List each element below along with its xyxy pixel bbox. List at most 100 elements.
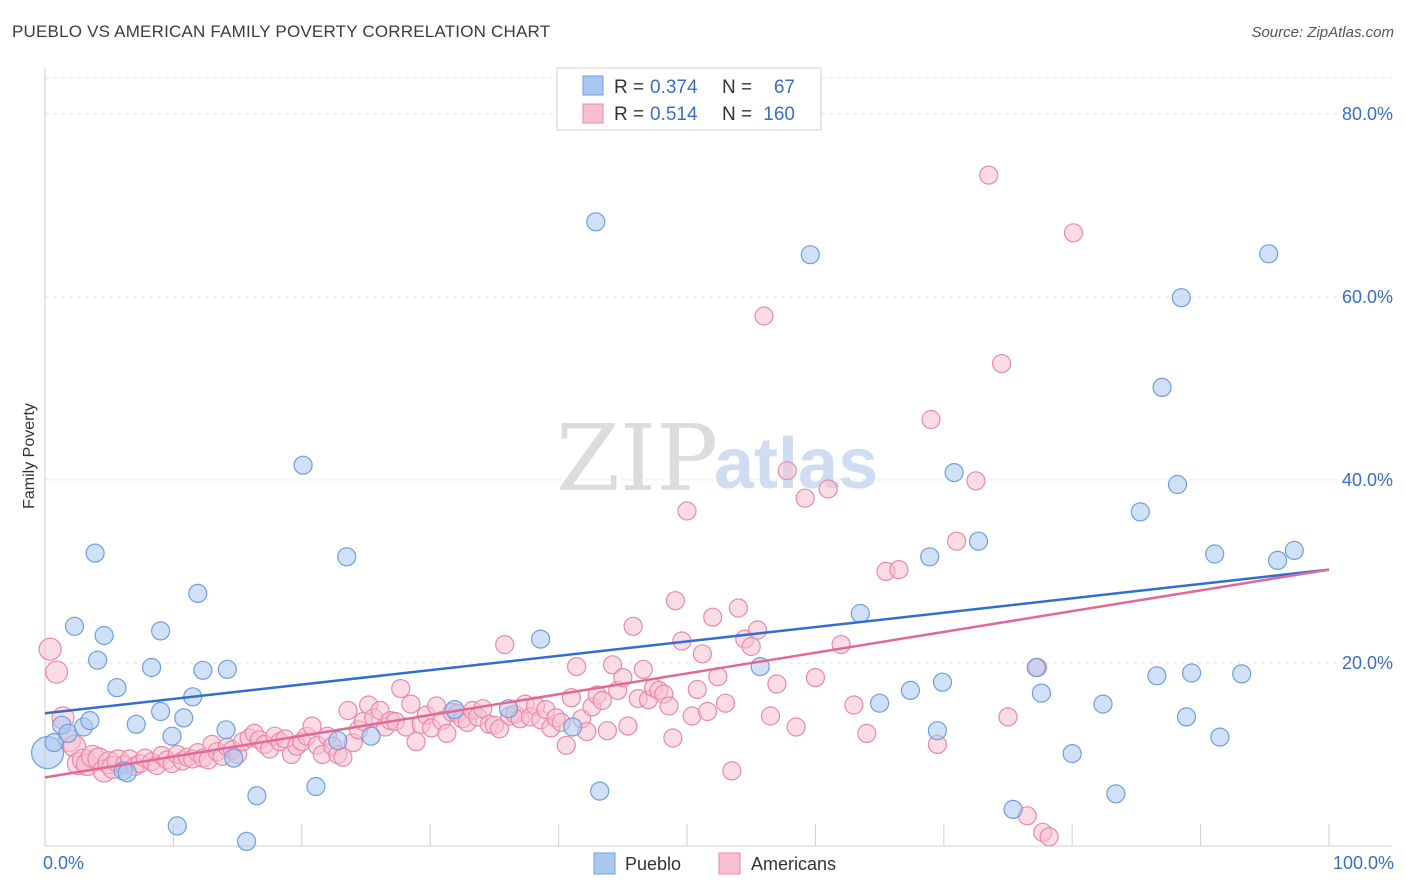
point-americans-139 [777,461,797,481]
point-americans-146 [857,723,877,744]
point-americans-107 [597,721,618,741]
point-americans-123 [677,501,697,521]
point-pueblo-25 [224,748,244,768]
point-americans-132 [728,598,749,618]
point-americans-148 [889,559,909,580]
point-americans-144 [831,634,851,655]
chart-title: PUEBLO VS AMERICAN FAMILY POVERTY CORREL… [12,22,551,41]
point-americans-152 [966,471,986,491]
bottom-legend-swatch-pueblo [593,852,616,875]
point-pueblo-35 [530,629,551,649]
point-pueblo-37 [586,212,606,232]
point-americans-0 [38,637,62,661]
y-tick-label-80: 80.0% [1342,104,1393,124]
point-pueblo-18 [167,816,187,836]
point-americans-137 [760,706,781,726]
watermark-zip: ZIP [556,405,718,512]
point-pueblo-41 [850,603,870,624]
point-americans-143 [818,479,838,499]
data-points [30,165,1304,852]
legend-n-value-pueblo: 67 [774,77,795,98]
point-americans-1 [44,660,69,684]
point-pueblo-4 [64,616,85,636]
point-americans-153 [979,165,999,185]
point-americans-108 [602,655,623,675]
legend-swatch-americans [582,103,604,124]
y-tick-label-60: 60.0% [1342,287,1393,307]
point-pueblo-44 [920,547,940,567]
point-americans-126 [692,644,713,664]
trend-line-americans [44,568,1330,779]
point-americans-149 [921,409,941,430]
point-pueblo-26 [237,831,257,852]
point-pueblo-56 [1147,666,1167,686]
point-pueblo-66 [1267,550,1288,571]
bottom-legend-swatch-americans [718,852,741,875]
point-americans-76 [437,723,457,744]
point-pueblo-40 [800,245,820,265]
point-americans-128 [703,607,723,627]
point-pueblo-31 [337,547,357,567]
legend-swatch-pueblo [582,75,604,96]
point-pueblo-38 [590,781,610,801]
point-pueblo-46 [932,672,953,692]
x-tick-label-max: 100.0% [1333,853,1394,873]
point-pueblo-61 [1181,663,1202,683]
point-americans-69 [401,694,421,714]
point-pueblo-54 [1106,784,1126,804]
source-credit: Source: ZipAtlas.com [1251,24,1394,41]
point-americans-155 [998,707,1018,727]
point-pueblo-30 [328,731,348,751]
point-pueblo-49 [1003,799,1023,820]
point-americans-141 [795,488,815,508]
point-americans-111 [618,716,638,736]
point-americans-114 [633,659,653,679]
point-pueblo-7 [85,543,105,563]
point-pueblo-22 [193,660,213,680]
point-pueblo-42 [869,693,890,713]
point-americans-70 [406,732,426,752]
point-americans-159 [1039,827,1059,847]
legend-n-label-pueblo: N = [722,77,752,98]
point-americans-130 [715,693,736,713]
point-pueblo-65 [1259,244,1279,264]
point-pueblo-43 [900,680,921,701]
point-americans-160 [1063,223,1084,243]
point-pueblo-63 [1210,727,1230,747]
point-americans-101 [566,656,587,677]
point-pueblo-17 [162,726,182,746]
point-pueblo-27 [247,786,267,806]
trend-line-pueblo [44,568,1330,715]
point-americans-138 [767,674,787,694]
point-americans-125 [687,679,707,700]
point-americans-112 [623,616,643,636]
point-pueblo-1 [44,732,64,753]
point-pueblo-64 [1232,664,1252,684]
point-americans-154 [991,354,1012,374]
point-pueblo-28 [293,455,313,475]
trend-lines [44,568,1330,779]
point-americans-57 [338,700,358,721]
point-americans-106 [592,690,612,711]
point-pueblo-15 [151,621,171,641]
y-tick-label-40: 40.0% [1342,470,1393,490]
point-pueblo-21 [188,583,208,604]
point-pueblo-12 [117,763,137,783]
watermark-atlas: atlas [714,424,878,504]
point-americans-136 [754,306,774,326]
point-americans-87 [495,634,515,655]
point-americans-145 [844,695,864,715]
y-tick-labels: 20.0% 40.0% 60.0% 80.0% [1342,104,1393,673]
bottom-legend: Pueblo Americans [593,852,836,875]
point-americans-131 [722,761,742,781]
point-americans-151 [946,531,967,551]
point-pueblo-6 [80,710,100,731]
point-americans-121 [665,591,686,611]
point-pueblo-10 [107,678,127,698]
point-pueblo-32 [361,726,381,746]
point-pueblo-48 [968,531,989,551]
series-pueblo [30,212,1304,852]
point-pueblo-62 [1205,544,1225,564]
point-americans-119 [659,696,679,716]
point-pueblo-51 [1031,683,1052,703]
